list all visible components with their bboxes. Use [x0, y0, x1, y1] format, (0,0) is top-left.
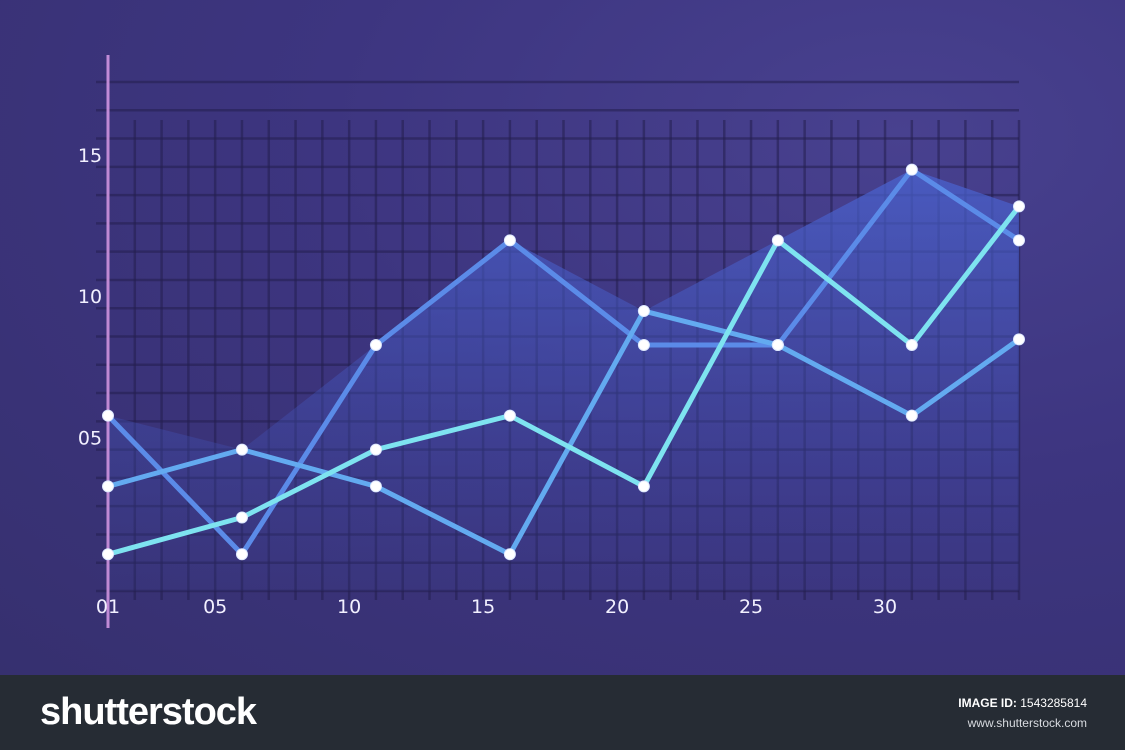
image-id-label: IMAGE ID:	[958, 696, 1017, 710]
data-point-s1-8	[1013, 234, 1025, 247]
image-id: IMAGE ID: 1543285814	[958, 696, 1087, 710]
data-point-s2-2	[235, 443, 248, 456]
series-markers	[102, 163, 1025, 561]
x-tick-label: 01	[96, 596, 120, 618]
brand-logo: shutterstock	[40, 691, 257, 733]
data-point-s1-4	[503, 234, 516, 247]
x-tick-label: 20	[605, 596, 629, 618]
data-point-s2-7	[905, 409, 918, 422]
x-tick-label: 30	[873, 596, 897, 618]
y-tick-label: 15	[78, 145, 102, 167]
data-point-s2-3	[369, 480, 382, 493]
data-point-s1-2	[235, 548, 248, 561]
data-point-s1-3	[369, 338, 382, 351]
data-point-s3-5	[637, 480, 650, 493]
data-point-s3-6	[771, 234, 784, 247]
x-tick-label: 15	[471, 596, 495, 618]
data-point-s3-2	[235, 511, 248, 524]
footer-bar: shutterstock IMAGE ID: 1543285814 www.sh…	[0, 675, 1125, 750]
data-point-s3-8	[1013, 200, 1025, 213]
x-tick-label: 25	[739, 596, 763, 618]
series-line-3	[105, 203, 1022, 557]
data-point-s3-3	[369, 443, 382, 456]
image-id-value: 1543285814	[1020, 696, 1087, 710]
site-url: www.shutterstock.com	[967, 716, 1087, 730]
x-tick-label: 05	[203, 596, 227, 618]
data-point-s2-4	[503, 548, 516, 561]
series-line-2	[105, 308, 1022, 557]
series-line-1	[105, 167, 1022, 557]
data-point-s3-7	[905, 338, 918, 351]
y-tick-label: 10	[78, 286, 102, 308]
chart-area: 01 05 10 15 20 25 30 05 10 15	[0, 0, 1125, 675]
x-tick-label: 10	[337, 596, 361, 618]
data-point-s1-1	[102, 409, 114, 422]
data-point-s3-4	[503, 409, 516, 422]
area-fill	[108, 169, 1019, 591]
data-point-s2-6	[771, 338, 784, 351]
tick-labels: 01 05 10 15 20 25 30 05 10 15	[78, 145, 897, 618]
data-point-s2-5	[637, 305, 650, 318]
data-point-s3-1	[102, 548, 114, 561]
series-lines	[105, 167, 1022, 557]
data-point-s2-8	[1013, 333, 1025, 346]
data-point-s1-5	[637, 338, 650, 351]
line-chart: 01 05 10 15 20 25 30 05 10 15	[74, 55, 1035, 628]
data-point-s1-7	[905, 163, 918, 176]
data-point-s2-1	[102, 480, 114, 493]
y-tick-label: 05	[78, 428, 102, 450]
area-fill-shape	[108, 169, 1019, 591]
axes	[74, 55, 1035, 628]
